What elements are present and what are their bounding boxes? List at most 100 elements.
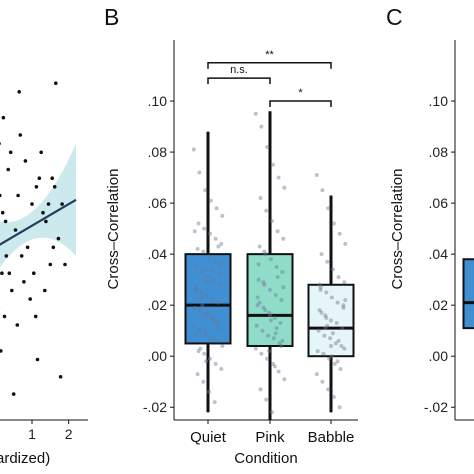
jitter-point xyxy=(334,321,339,325)
jitter-point xyxy=(255,303,260,308)
jitter-point xyxy=(314,372,319,377)
jitter-point xyxy=(326,387,331,392)
jitter-point xyxy=(213,361,218,366)
scatter-point xyxy=(25,245,30,250)
scatter-point xyxy=(56,236,61,241)
jitter-point xyxy=(336,275,341,280)
jitter-point xyxy=(267,349,272,354)
scatter-point xyxy=(0,193,2,198)
jitter-point xyxy=(320,188,325,193)
box-iqr xyxy=(462,258,474,330)
jitter-point xyxy=(207,231,212,236)
scatter-point xyxy=(16,193,20,198)
scatter-point xyxy=(13,228,18,232)
jitter-point xyxy=(208,336,213,341)
scatter-point xyxy=(44,219,48,224)
jitter-point xyxy=(214,206,219,211)
jitter-point xyxy=(270,361,275,366)
jitter-point xyxy=(192,229,197,234)
jitter-point xyxy=(211,277,216,282)
jitter-point xyxy=(191,323,196,328)
y-tick-label: .00 xyxy=(429,348,449,364)
y-tick-label: .08 xyxy=(429,144,449,160)
scatter-point xyxy=(34,185,39,189)
significance-bracket: ** xyxy=(207,49,332,69)
x-tick-label: Quiet xyxy=(190,429,227,446)
scatter-point xyxy=(39,150,43,155)
jitter-point xyxy=(325,323,330,328)
jitter-point xyxy=(323,326,328,331)
jitter-point xyxy=(329,354,334,359)
jitter-point xyxy=(337,405,342,410)
y-tick-label: .02 xyxy=(429,297,449,313)
jitter-point xyxy=(200,270,205,274)
jitter-point xyxy=(270,162,275,167)
jitter-point xyxy=(330,267,335,272)
jitter-point xyxy=(192,305,197,310)
y-axis-label: Cross–Correlation xyxy=(389,169,406,290)
jitter-point xyxy=(268,257,273,262)
box-pink xyxy=(246,111,294,420)
jitter-point xyxy=(338,367,343,371)
scatter-point xyxy=(58,375,63,379)
jitter-point xyxy=(268,313,272,318)
y-tick-label: .10 xyxy=(429,93,449,109)
jitter-point xyxy=(253,111,258,116)
jitter-point xyxy=(315,349,320,354)
scatter-point xyxy=(35,357,40,362)
box-babble xyxy=(307,173,355,413)
jitter-point xyxy=(264,397,269,402)
jitter-point xyxy=(208,198,213,203)
bracket-line xyxy=(269,100,332,108)
scatter-point xyxy=(28,297,32,301)
regression-line xyxy=(0,198,77,246)
jitter-point xyxy=(263,252,268,257)
jitter-point xyxy=(263,308,268,313)
jitter-point xyxy=(212,259,217,264)
y-tick-label: .06 xyxy=(148,195,168,211)
jitter-point xyxy=(219,367,224,371)
x-tick-label: 2 xyxy=(65,426,73,442)
jitter-point xyxy=(269,219,274,223)
panel-b-boxplot: .10 .08 .06 .04 .02 .00 -.02 B Cross–Correlation… xyxy=(104,4,358,467)
jitter-point xyxy=(205,293,210,297)
jitter-point xyxy=(214,338,219,343)
significance-label: n.s. xyxy=(230,64,248,76)
jitter-point xyxy=(265,145,270,149)
jitter-point xyxy=(335,300,340,305)
jitter-point xyxy=(195,372,200,377)
jitter-point xyxy=(210,267,215,272)
scatter-point xyxy=(0,271,4,276)
jitter-point xyxy=(206,310,210,315)
jitter-point xyxy=(219,241,224,246)
significance-bracket: n.s. xyxy=(207,64,271,85)
panel-label: B xyxy=(104,4,119,30)
jitter-point xyxy=(265,356,270,361)
jitter-point xyxy=(322,333,327,338)
panel-a-scatter: 1 2 ardized) xyxy=(0,81,88,467)
jitter-point xyxy=(209,315,214,320)
y-tick-label: -.02 xyxy=(424,399,448,415)
jitter-point xyxy=(268,287,272,292)
jitter-point xyxy=(258,196,263,200)
scatter-point xyxy=(41,210,45,215)
jitter-point xyxy=(206,275,210,280)
jitter-point xyxy=(212,400,217,405)
box-iqr xyxy=(246,253,294,347)
jitter-point xyxy=(202,351,207,356)
jitter-point xyxy=(337,231,342,236)
jitter-point xyxy=(201,249,206,254)
scatter-point xyxy=(15,323,20,327)
scatter-point xyxy=(0,142,1,146)
scatter-point xyxy=(46,202,51,206)
jitter-point xyxy=(316,328,321,333)
scatter-point xyxy=(54,81,58,85)
scatter-point xyxy=(0,349,3,353)
scatter-point xyxy=(23,159,28,163)
jitter-point xyxy=(336,338,341,343)
jitter-point xyxy=(317,282,322,287)
jitter-point xyxy=(194,264,199,269)
jitter-point xyxy=(276,369,281,374)
jitter-point xyxy=(254,323,259,328)
jitter-point xyxy=(213,236,218,241)
